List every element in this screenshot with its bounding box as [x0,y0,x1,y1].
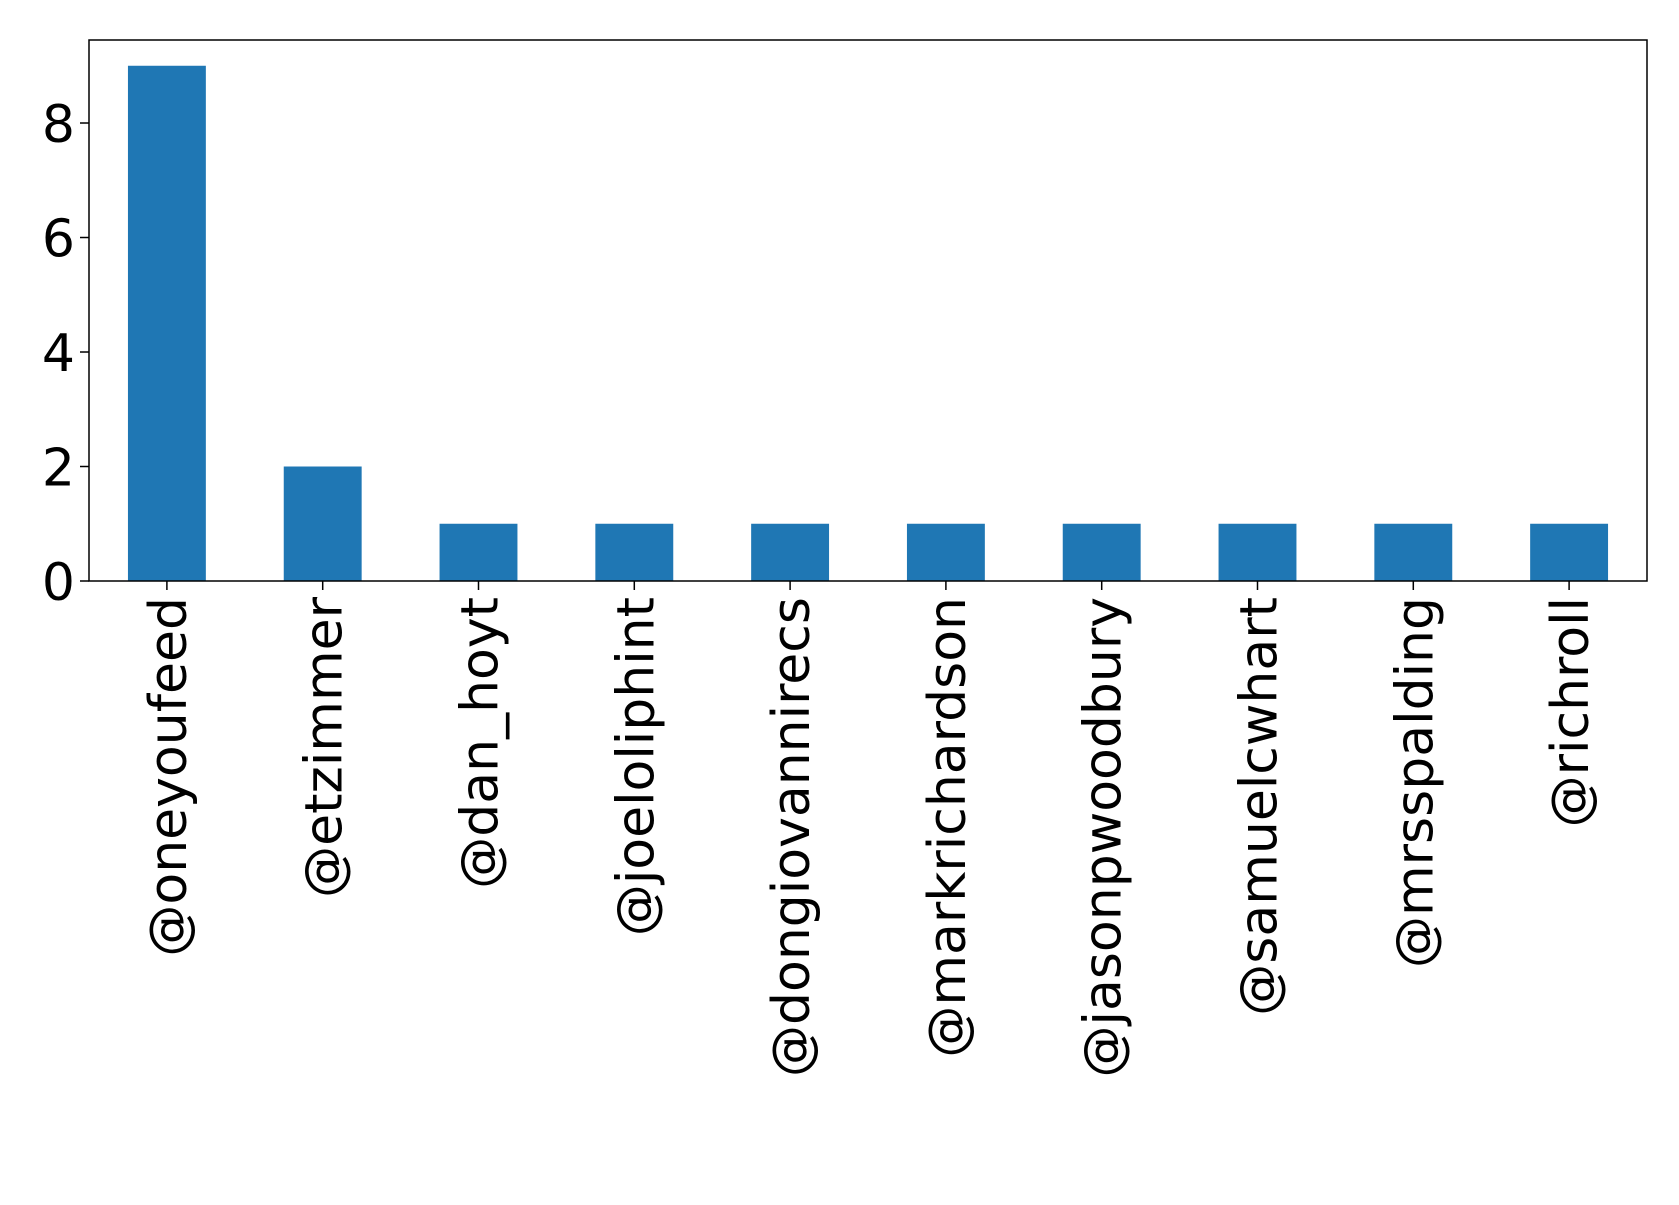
bar [1062,523,1141,581]
y-tick-label: 6 [42,210,75,270]
x-tick-label: @markrichardson [918,597,978,1058]
bar [1374,523,1453,581]
x-tick-label: @joeloliphint [606,597,666,936]
plot-frame [88,39,1648,582]
x-tick-label: @richroll [1541,597,1601,827]
bar [595,523,674,581]
x-tick-label: @jasonpwoodbury [1074,597,1134,1077]
bar [283,466,362,581]
bar [1218,523,1297,581]
x-tick-label: @dongiovannirecs [762,597,822,1077]
bar [751,523,830,581]
x-tick-label: @dan_hoyt [451,597,511,889]
bar [127,65,206,581]
y-tick-label: 8 [42,95,75,155]
x-tick-label: @etzimmer [295,596,355,897]
bar [906,523,985,581]
bar [1530,523,1609,581]
x-tick-label: @samuelcwhart [1230,597,1290,1016]
y-tick-label: 4 [42,324,75,384]
x-tick-label: @mrsspalding [1385,597,1445,968]
y-tick-label: 0 [42,553,75,613]
bar [439,523,518,581]
x-tick-label: @oneyoufeed [139,597,199,957]
y-tick-label: 2 [42,439,75,499]
